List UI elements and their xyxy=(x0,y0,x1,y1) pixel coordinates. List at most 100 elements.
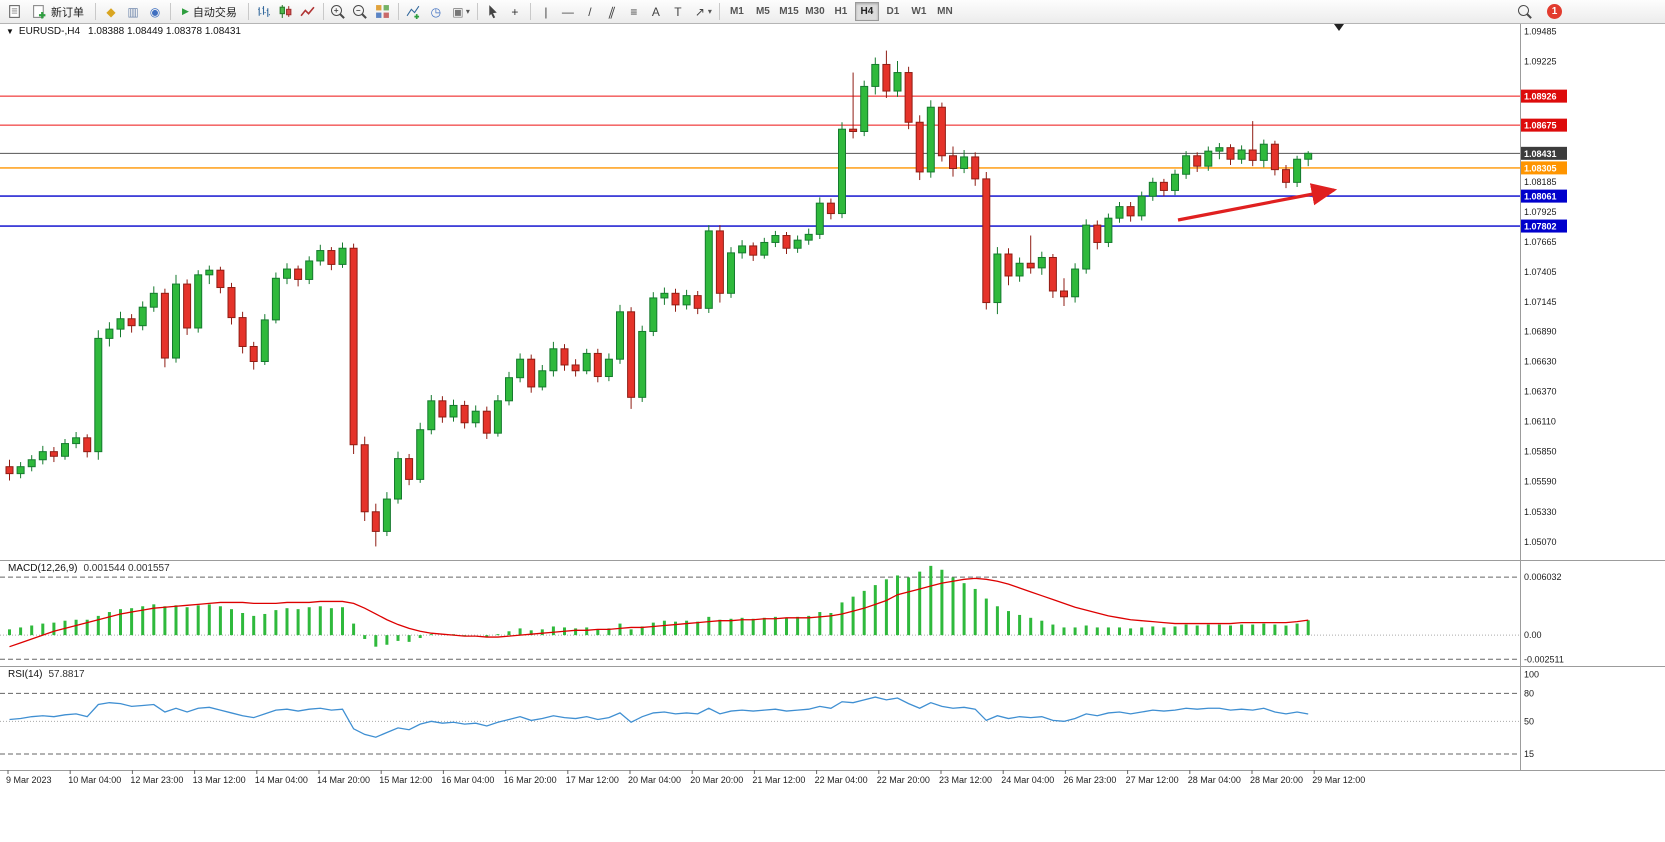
toolbar-right-cluster: 1 xyxy=(1515,2,1562,21)
channel-icon[interactable]: ∥ xyxy=(606,4,618,19)
bar-chart-icon[interactable] xyxy=(253,1,275,22)
ohlc-values: 1.08388 1.08449 1.08378 1.08431 xyxy=(88,26,241,37)
time-axis-label: 14 Mar 04:00 xyxy=(255,775,308,785)
price-badge xyxy=(1521,118,1567,132)
time-axis-label: 29 Mar 12:00 xyxy=(1312,775,1365,785)
rsi-axis-label: 50 xyxy=(1524,716,1534,726)
zoom-out-icon[interactable]: − xyxy=(350,2,372,21)
timeframe-mn-button[interactable]: MN xyxy=(937,6,953,17)
toolbar-separator xyxy=(322,3,324,20)
timeframe-m1-button[interactable]: M1 xyxy=(729,6,744,17)
rsi-name: RSI(14) xyxy=(8,669,43,680)
price-axis-label: 1.07405 xyxy=(1524,267,1557,277)
time-axis-label: 16 Mar 20:00 xyxy=(504,775,557,785)
notification-badge[interactable]: 1 xyxy=(1547,4,1562,19)
toolbar-separator xyxy=(397,3,399,20)
auto-trading-button[interactable]: ▶ 自动交易 xyxy=(182,6,237,19)
time-axis-label: 13 Mar 12:00 xyxy=(193,775,246,785)
macd-label: MACD(12,26,9) 0.001544 0.001557 xyxy=(8,563,170,574)
market-watch-icon[interactable]: ▥ xyxy=(127,4,139,19)
new-order-button[interactable]: 新订单 xyxy=(25,1,91,22)
rsi-line xyxy=(9,696,1309,738)
price-axis-label: 1.09225 xyxy=(1524,57,1557,67)
price-badge-label: 1.08675 xyxy=(1524,121,1557,131)
toolbar-separator xyxy=(95,3,96,20)
time-axis[interactable]: 9 Mar 2023 10 Mar 04:00 12 Mar 23:00 13 Mar… xyxy=(6,770,1365,785)
candlestick-chart-icon[interactable] xyxy=(275,1,297,22)
price-badge xyxy=(1521,219,1567,233)
toolbar-separator xyxy=(170,3,171,20)
crosshair-icon[interactable]: + xyxy=(511,4,519,19)
trendline-icon[interactable]: / xyxy=(588,4,592,19)
rsi-panel: 100 80 50 15 xyxy=(0,670,1539,759)
price-badge xyxy=(1521,146,1567,160)
chart-window-icon[interactable] xyxy=(3,1,25,22)
tile-windows-icon[interactable] xyxy=(372,1,394,22)
time-axis-label: 21 Mar 12:00 xyxy=(752,775,805,785)
price-badge-label: 1.08061 xyxy=(1524,192,1557,202)
cursor-icon[interactable] xyxy=(482,1,504,22)
timeframe-w1-button[interactable]: W1 xyxy=(911,6,927,17)
text-icon[interactable]: A xyxy=(651,4,660,19)
price-badge xyxy=(1521,161,1567,175)
toolbar-separator xyxy=(476,3,478,20)
line-chart-icon[interactable] xyxy=(297,1,319,22)
time-axis-label: 14 Mar 20:00 xyxy=(317,775,370,785)
time-axis-label: 9 Mar 2023 xyxy=(6,775,52,785)
timeframe-m5-button[interactable]: M5 xyxy=(755,6,770,17)
toolbar-separator xyxy=(247,3,249,20)
arrows-icon[interactable]: ↗ xyxy=(694,4,705,19)
horizontal-line-icon[interactable]: — xyxy=(561,4,574,19)
arrows-caret-icon: ▾ xyxy=(707,7,712,16)
fibonacci-icon[interactable]: ≡ xyxy=(630,4,638,19)
toolbar: 新订单 ◆ ▥ ◉ ▶ 自动交易 + − ◷ ▣ ▾ + | — / ∥ ≡ A T ↗ ▾ M1 M5 M15 M30 H1 H4… xyxy=(0,0,1665,24)
price-axis-label: 1.07665 xyxy=(1524,237,1557,247)
price-axis-label: 1.09485 xyxy=(1524,27,1557,37)
price-axis-label: 1.05590 xyxy=(1524,477,1557,487)
play-icon: ▶ xyxy=(182,6,189,16)
timeframe-d1-button[interactable]: D1 xyxy=(886,6,900,17)
time-axis-label: 24 Mar 04:00 xyxy=(1001,775,1054,785)
time-axis-label: 20 Mar 04:00 xyxy=(628,775,681,785)
macd-signal-line xyxy=(9,577,1309,648)
text-label-icon[interactable]: T xyxy=(674,4,682,19)
time-axis-label: 17 Mar 12:00 xyxy=(566,775,619,785)
time-axis-label: 16 Mar 04:00 xyxy=(441,775,494,785)
snapshot-icon[interactable]: ▣ xyxy=(452,4,464,19)
search-icon[interactable] xyxy=(1515,2,1537,21)
vertical-line-icon[interactable]: | xyxy=(544,4,548,19)
toolbar-separator xyxy=(718,3,720,20)
price-axis-label: 1.06110 xyxy=(1524,417,1556,427)
time-axis-label: 22 Mar 04:00 xyxy=(815,775,868,785)
profiles-icon[interactable]: ◆ xyxy=(106,4,116,19)
timeframe-m15-button[interactable]: M15 xyxy=(779,6,799,17)
time-axis-label: 12 Mar 23:00 xyxy=(130,775,183,785)
price-axis-label: 1.06630 xyxy=(1524,357,1557,367)
time-axis-label: 28 Mar 20:00 xyxy=(1250,775,1303,785)
indicators-icon[interactable] xyxy=(403,1,425,22)
timeframe-h4-button[interactable]: H4 xyxy=(854,2,879,21)
navigator-icon[interactable]: ◉ xyxy=(149,4,161,19)
chart-collapse-icon[interactable]: ▼ xyxy=(6,27,14,36)
scroll-anchor-icon[interactable] xyxy=(1334,24,1344,31)
timeframe-m30-button[interactable]: M30 xyxy=(805,6,825,17)
time-axis-label: 15 Mar 12:00 xyxy=(379,775,432,785)
price-badge-label: 1.08926 xyxy=(1524,92,1557,102)
toolbar-separator xyxy=(529,3,531,20)
price-badge-label: 1.08305 xyxy=(1524,163,1557,173)
trend-arrow-annotation[interactable] xyxy=(1177,183,1338,222)
price-badge-label: 1.08431 xyxy=(1524,149,1557,159)
timeframe-h1-button[interactable]: H1 xyxy=(834,6,848,17)
price-axis[interactable]: 1.09485 1.09225 1.08185 1.07925 1.07665 1.074… xyxy=(1521,27,1567,547)
period-clock-icon[interactable]: ◷ xyxy=(430,4,442,19)
zoom-in-icon[interactable]: + xyxy=(328,2,350,21)
rsi-axis-label: 80 xyxy=(1524,688,1534,698)
macd-values: 0.001544 0.001557 xyxy=(83,563,170,574)
time-axis-label: 27 Mar 12:00 xyxy=(1126,775,1179,785)
macd-axis-label: 0.006032 xyxy=(1524,572,1562,582)
time-axis-label: 22 Mar 20:00 xyxy=(877,775,930,785)
rsi-label: RSI(14) 57.8817 xyxy=(8,669,85,680)
price-badge xyxy=(1521,189,1567,203)
